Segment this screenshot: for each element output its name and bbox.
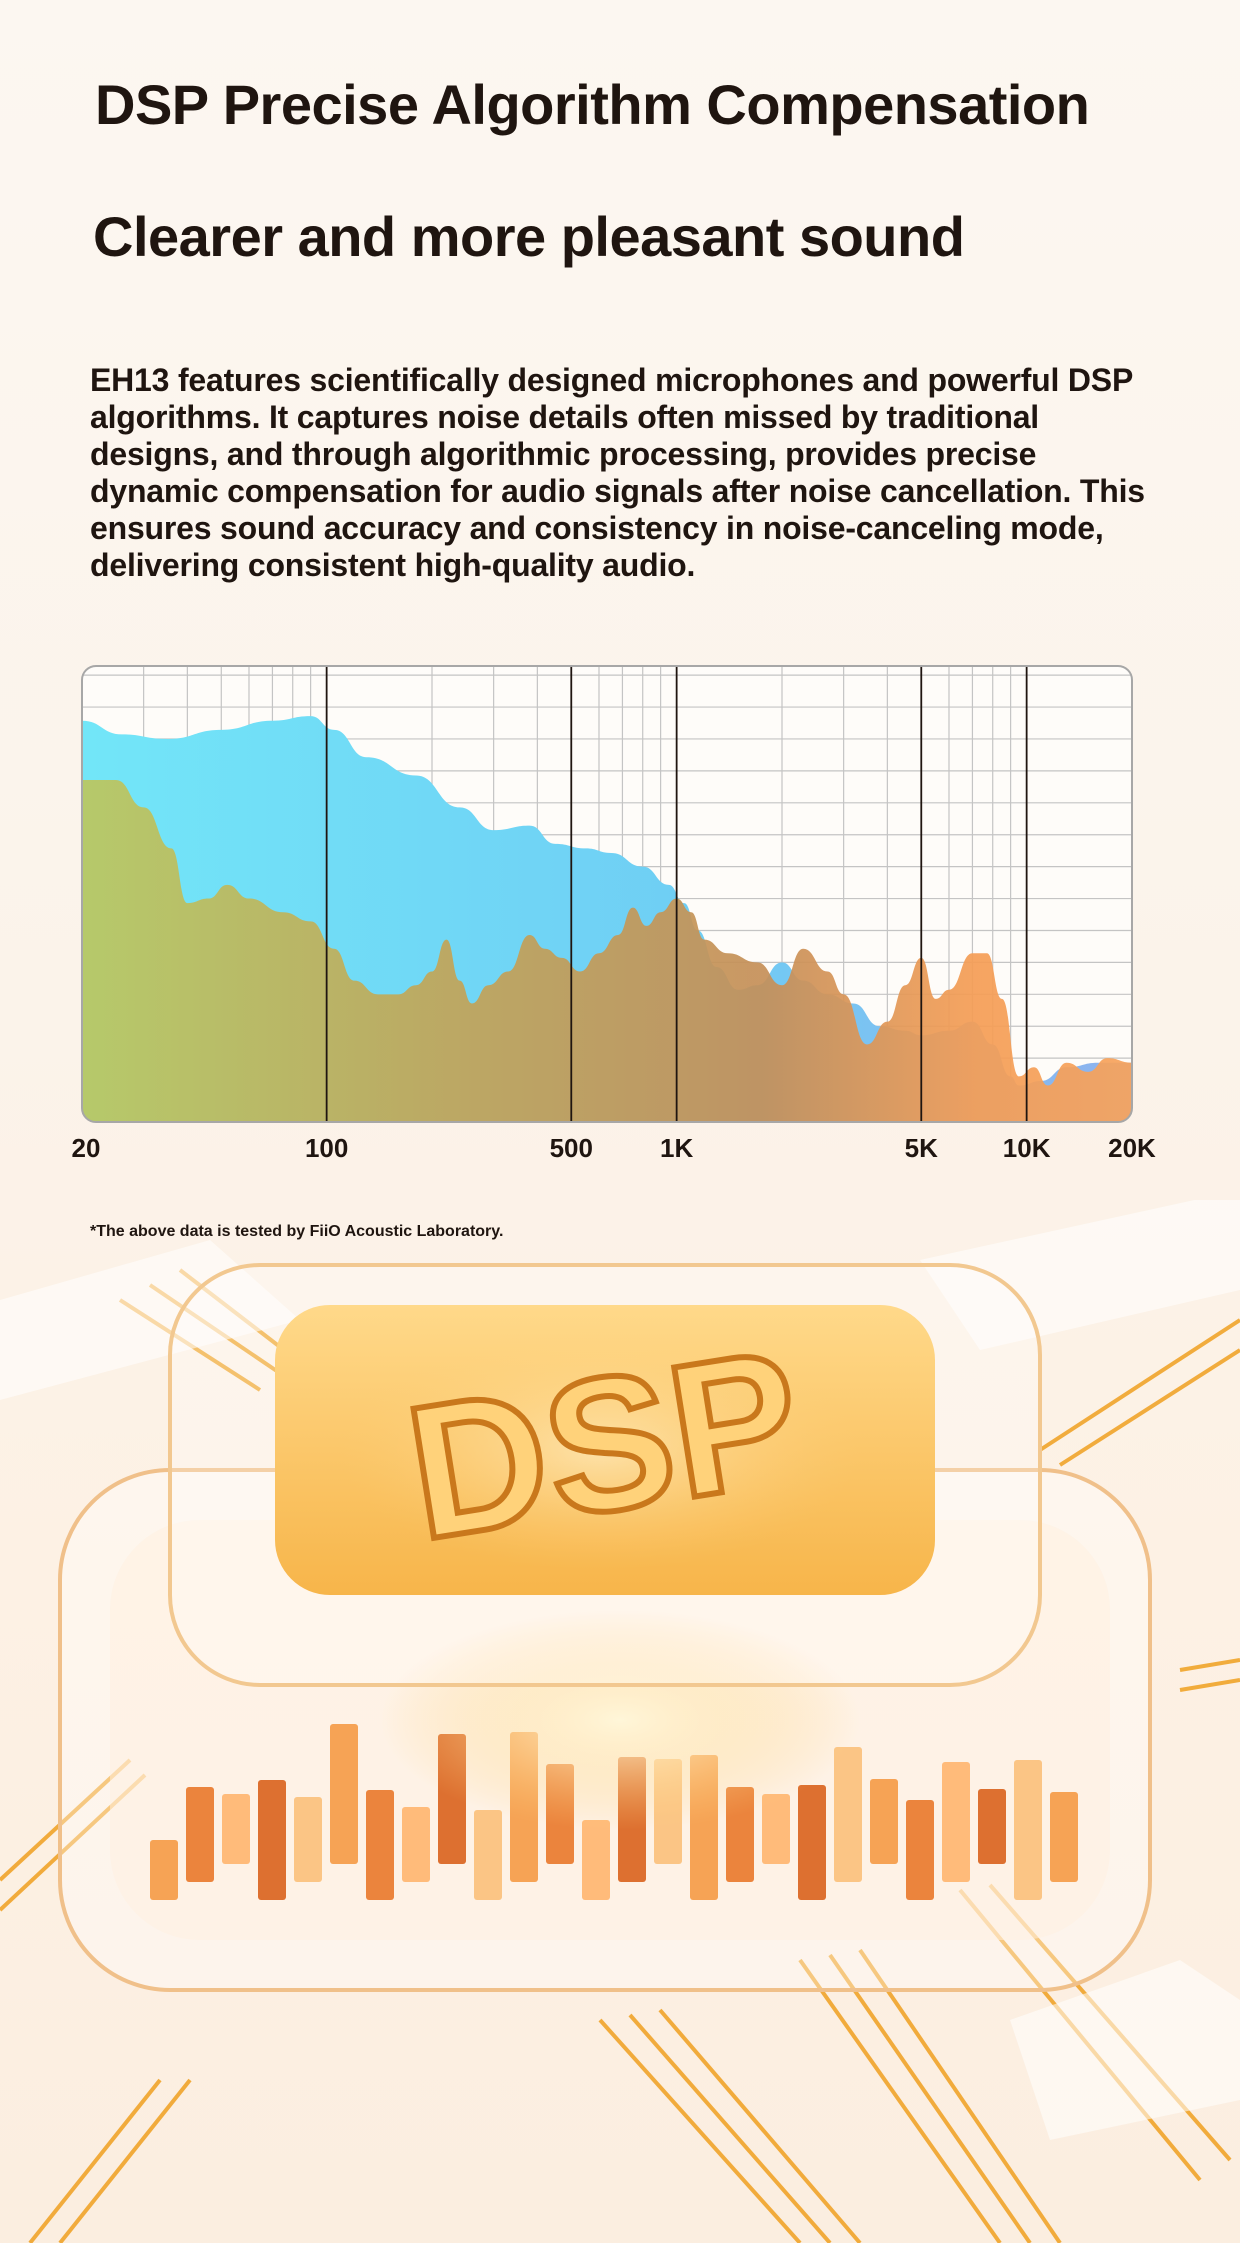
equalizer-block: [366, 1790, 394, 1900]
frequency-response-chart: 20 100 500 1K 5K 10K 20K: [72, 665, 1156, 1163]
chart-areas: [82, 716, 1132, 1122]
chart-major-lines: [325, 666, 1028, 1122]
equalizer-block: [1050, 1792, 1078, 1882]
dsp-chip-illustration: DSP: [0, 1200, 1240, 2243]
x-tick-label: 20: [72, 1133, 101, 1163]
equalizer-block: [222, 1794, 250, 1864]
equalizer-block: [150, 1840, 178, 1900]
top-glow: [340, 1330, 860, 1570]
equalizer-block: [330, 1724, 358, 1864]
series-area-2: [82, 780, 1132, 1122]
x-tick-label: 100: [305, 1133, 348, 1163]
page-subtitle: Clearer and more pleasant sound: [93, 205, 965, 268]
circuit-slabs: [0, 1200, 1240, 2140]
equalizer-block: [582, 1820, 610, 1900]
equalizer-block: [870, 1779, 898, 1864]
x-tick-label: 5K: [905, 1133, 938, 1163]
equalizer-block: [906, 1800, 934, 1900]
x-axis-ticks: 20 100 500 1K 5K 10K 20K: [72, 1133, 1157, 1163]
equalizer-block: [762, 1794, 790, 1864]
equalizer-block: [798, 1785, 826, 1900]
equalizer-block: [402, 1807, 430, 1882]
x-tick-label: 20K: [1108, 1133, 1156, 1163]
x-tick-label: 1K: [660, 1133, 693, 1163]
plot-frame: [81, 665, 1133, 1123]
x-tick-label: 500: [550, 1133, 593, 1163]
equalizer-block: [294, 1797, 322, 1882]
equalizer-block: [258, 1780, 286, 1900]
footnote: *The above data is tested by FiiO Acoust…: [90, 1223, 504, 1240]
equalizer-block: [978, 1789, 1006, 1864]
equalizer-block: [1014, 1760, 1042, 1900]
core-glow: [380, 1610, 860, 1830]
x-tick-label: 10K: [1003, 1133, 1051, 1163]
equalizer-block: [942, 1762, 970, 1882]
page-title: DSP Precise Algorithm Compensation: [95, 73, 1090, 136]
equalizer-block: [474, 1810, 502, 1900]
description-paragraph: EH13 features scientifically designed mi…: [90, 362, 1145, 583]
equalizer-block: [834, 1747, 862, 1882]
equalizer-block: [186, 1787, 214, 1882]
